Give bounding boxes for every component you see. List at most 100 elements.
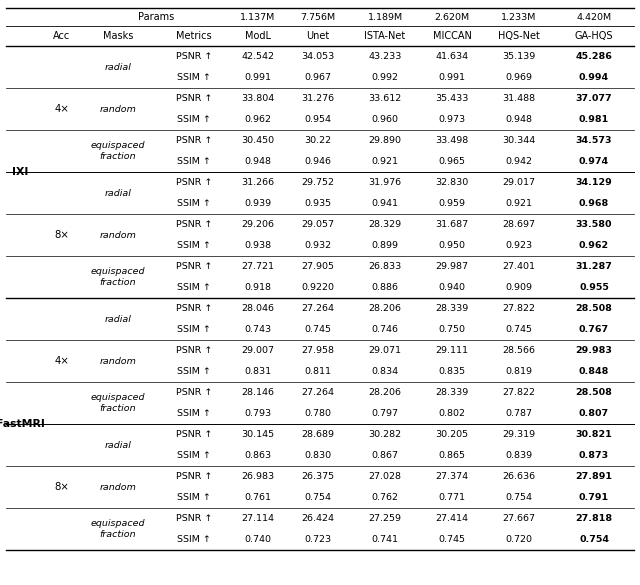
Text: 0.960: 0.960 xyxy=(371,115,399,124)
Text: 0.746: 0.746 xyxy=(371,325,399,334)
Text: 0.946: 0.946 xyxy=(305,157,332,166)
Text: 28.146: 28.146 xyxy=(241,388,275,397)
Text: 29.752: 29.752 xyxy=(301,178,335,187)
Text: 27.259: 27.259 xyxy=(369,514,401,523)
Text: 0.802: 0.802 xyxy=(438,409,465,418)
Text: 30.145: 30.145 xyxy=(241,430,275,439)
Text: PSNR ↑: PSNR ↑ xyxy=(176,304,212,313)
Text: 27.374: 27.374 xyxy=(435,472,468,481)
Text: SSIM ↑: SSIM ↑ xyxy=(177,451,211,460)
Text: 31.287: 31.287 xyxy=(575,262,612,271)
Text: 29.057: 29.057 xyxy=(301,220,335,229)
Text: 2.620M: 2.620M xyxy=(435,12,470,22)
Text: 0.991: 0.991 xyxy=(438,73,465,82)
Text: 1.137M: 1.137M xyxy=(241,12,276,22)
Text: 0.873: 0.873 xyxy=(579,451,609,460)
Text: random: random xyxy=(100,483,136,491)
Text: 29.319: 29.319 xyxy=(502,430,536,439)
Text: 29.983: 29.983 xyxy=(575,346,612,355)
Text: 0.941: 0.941 xyxy=(371,199,399,208)
Text: 0.942: 0.942 xyxy=(506,157,532,166)
Text: PSNR ↑: PSNR ↑ xyxy=(176,178,212,187)
Text: random: random xyxy=(100,230,136,239)
Text: 0.909: 0.909 xyxy=(506,283,532,292)
Text: 0.969: 0.969 xyxy=(506,73,532,82)
Text: 0.938: 0.938 xyxy=(244,241,271,250)
Text: 29.111: 29.111 xyxy=(435,346,468,355)
Text: 31.266: 31.266 xyxy=(241,178,275,187)
Text: 27.721: 27.721 xyxy=(241,262,275,271)
Text: 0.863: 0.863 xyxy=(244,451,271,460)
Text: SSIM ↑: SSIM ↑ xyxy=(177,325,211,334)
Text: equispaced
fraction: equispaced fraction xyxy=(91,267,145,287)
Text: SSIM ↑: SSIM ↑ xyxy=(177,535,211,544)
Text: 27.414: 27.414 xyxy=(435,514,468,523)
Text: 0.835: 0.835 xyxy=(438,367,465,376)
Text: 29.007: 29.007 xyxy=(241,346,275,355)
Text: SSIM ↑: SSIM ↑ xyxy=(177,493,211,502)
Text: 30.450: 30.450 xyxy=(241,136,275,145)
Text: 29.071: 29.071 xyxy=(369,346,401,355)
Text: Params: Params xyxy=(138,12,174,22)
Text: radial: radial xyxy=(104,188,131,198)
Text: ISTA-Net: ISTA-Net xyxy=(364,31,406,41)
Text: 33.498: 33.498 xyxy=(435,136,468,145)
Text: 0.720: 0.720 xyxy=(506,535,532,544)
Text: HQS-Net: HQS-Net xyxy=(498,31,540,41)
Text: SSIM ↑: SSIM ↑ xyxy=(177,241,211,250)
Text: 33.804: 33.804 xyxy=(241,94,275,103)
Text: 27.822: 27.822 xyxy=(502,388,536,397)
Text: 26.983: 26.983 xyxy=(241,472,275,481)
Text: 26.833: 26.833 xyxy=(369,262,402,271)
Text: 31.976: 31.976 xyxy=(369,178,401,187)
Text: 4×: 4× xyxy=(54,104,69,114)
Text: SSIM ↑: SSIM ↑ xyxy=(177,115,211,124)
Text: 28.206: 28.206 xyxy=(369,388,401,397)
Text: 0.886: 0.886 xyxy=(371,283,399,292)
Text: 29.017: 29.017 xyxy=(502,178,536,187)
Text: 29.206: 29.206 xyxy=(241,220,275,229)
Text: 27.667: 27.667 xyxy=(502,514,536,523)
Text: 29.890: 29.890 xyxy=(369,136,401,145)
Text: 0.745: 0.745 xyxy=(305,325,332,334)
Text: 0.991: 0.991 xyxy=(244,73,271,82)
Text: 34.053: 34.053 xyxy=(301,52,335,61)
Text: 1.233M: 1.233M xyxy=(501,12,537,22)
Text: 4×: 4× xyxy=(54,356,69,366)
Text: 0.974: 0.974 xyxy=(579,157,609,166)
Text: 27.818: 27.818 xyxy=(575,514,612,523)
Text: 28.566: 28.566 xyxy=(502,346,536,355)
Text: 0.807: 0.807 xyxy=(579,409,609,418)
Text: 0.948: 0.948 xyxy=(244,157,271,166)
Text: Acc: Acc xyxy=(53,31,70,41)
Text: SSIM ↑: SSIM ↑ xyxy=(177,73,211,82)
Text: 27.028: 27.028 xyxy=(369,472,401,481)
Text: PSNR ↑: PSNR ↑ xyxy=(176,94,212,103)
Text: 29.987: 29.987 xyxy=(435,262,468,271)
Text: 0.791: 0.791 xyxy=(579,493,609,502)
Text: IXI: IXI xyxy=(12,167,28,177)
Text: 27.958: 27.958 xyxy=(301,346,335,355)
Text: PSNR ↑: PSNR ↑ xyxy=(176,136,212,145)
Text: 0.954: 0.954 xyxy=(305,115,332,124)
Text: 0.745: 0.745 xyxy=(506,325,532,334)
Text: 28.697: 28.697 xyxy=(502,220,536,229)
Text: 0.940: 0.940 xyxy=(438,283,465,292)
Text: 0.994: 0.994 xyxy=(579,73,609,82)
Text: 0.745: 0.745 xyxy=(438,535,465,544)
Text: SSIM ↑: SSIM ↑ xyxy=(177,157,211,166)
Text: 0.811: 0.811 xyxy=(305,367,332,376)
Text: 0.848: 0.848 xyxy=(579,367,609,376)
Text: 0.955: 0.955 xyxy=(579,283,609,292)
Text: 0.780: 0.780 xyxy=(305,409,332,418)
Text: 0.819: 0.819 xyxy=(506,367,532,376)
Text: 0.762: 0.762 xyxy=(371,493,399,502)
Text: radial: radial xyxy=(104,63,131,71)
Text: 45.286: 45.286 xyxy=(575,52,612,61)
Text: 0.839: 0.839 xyxy=(506,451,532,460)
Text: 0.981: 0.981 xyxy=(579,115,609,124)
Text: equispaced
fraction: equispaced fraction xyxy=(91,393,145,412)
Text: 33.580: 33.580 xyxy=(576,220,612,229)
Text: 43.233: 43.233 xyxy=(368,52,402,61)
Text: 0.939: 0.939 xyxy=(244,199,271,208)
